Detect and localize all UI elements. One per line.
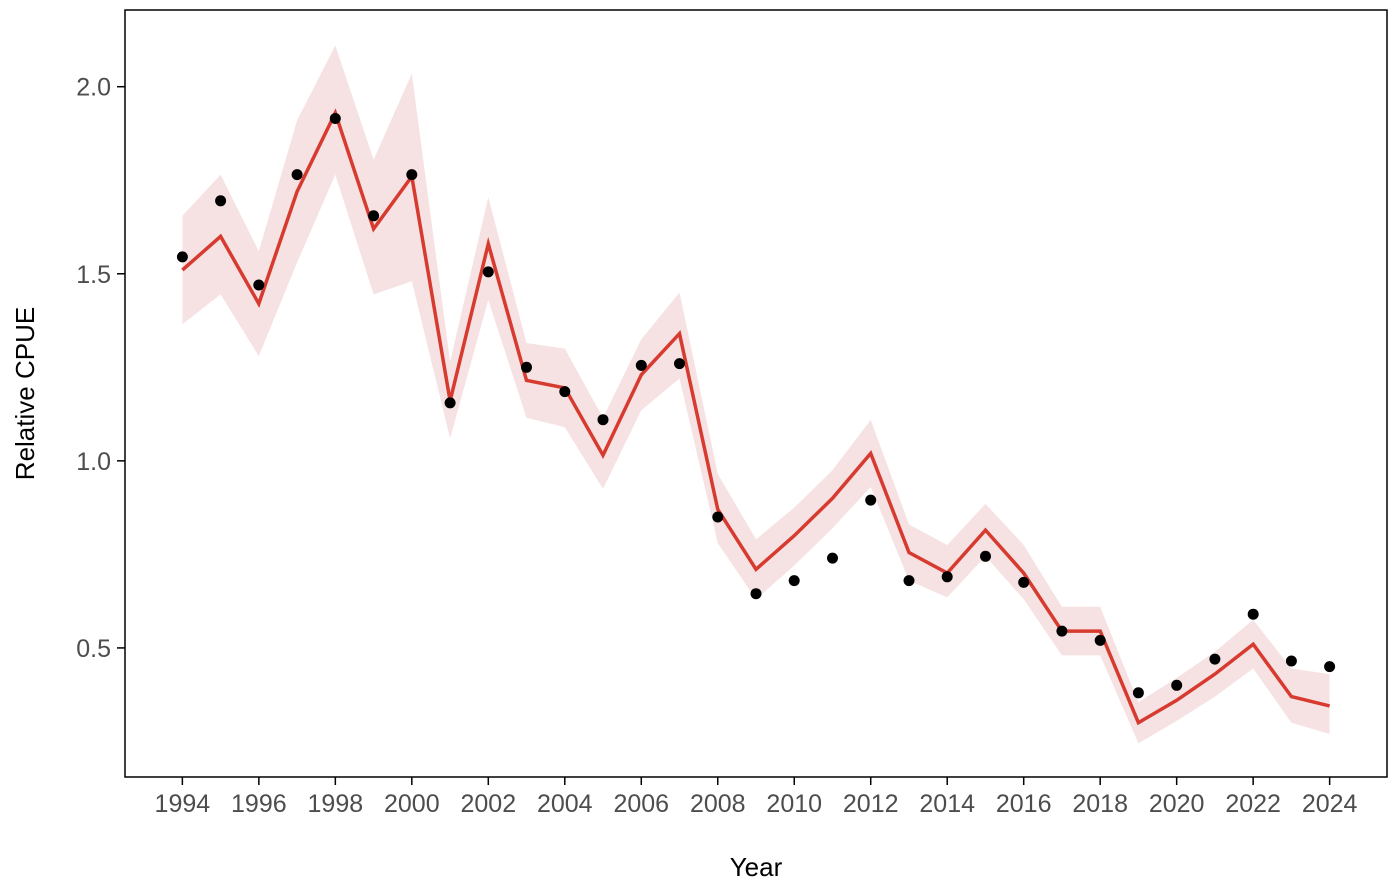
y-tick-label-0.5: 0.5	[76, 635, 111, 663]
y-tick-label-2: 2.0	[76, 74, 111, 102]
confidence-band-layer	[182, 45, 1330, 744]
fitted-line-layer	[181, 108, 1331, 726]
x-tick-label-2022: 2022	[1225, 790, 1281, 818]
x-tick-label-2016: 2016	[996, 790, 1052, 818]
observed-point-2013	[903, 575, 915, 587]
observed-point-2023	[1285, 655, 1297, 667]
observed-point-1994	[176, 251, 188, 263]
x-tick-label-1998: 1998	[308, 790, 364, 818]
observed-point-2024	[1324, 661, 1336, 673]
plot-panel-border	[124, 9, 1388, 778]
observed-point-1999	[368, 210, 380, 222]
x-tick-label-2012: 2012	[843, 790, 899, 818]
x-tick-label-2006: 2006	[613, 790, 669, 818]
observed-point-2018	[1094, 634, 1106, 646]
observed-points-layer	[176, 113, 1336, 699]
observed-point-2011	[827, 552, 838, 564]
observed-point-2007	[674, 358, 685, 370]
fitted-line	[181, 108, 1331, 726]
x-tick-label-2000: 2000	[384, 790, 440, 818]
observed-point-1998	[329, 113, 341, 124]
observed-point-2004	[559, 386, 571, 398]
observed-point-2020	[1171, 679, 1183, 691]
observed-point-2010	[788, 575, 800, 587]
observed-point-1995	[215, 195, 227, 207]
observed-point-2012	[865, 494, 877, 506]
observed-point-2002	[482, 266, 494, 278]
x-tick-label-2024: 2024	[1302, 790, 1358, 818]
y-tick-label-1.5: 1.5	[76, 261, 111, 289]
observed-point-2008	[712, 511, 724, 523]
observed-point-2014	[941, 571, 953, 583]
confidence-band	[182, 45, 1330, 744]
x-tick-label-2010: 2010	[766, 790, 822, 818]
observed-point-2022	[1247, 608, 1259, 620]
observed-point-2016	[1018, 576, 1030, 588]
x-axis-title: Year	[730, 852, 783, 882]
x-tick-label-2020: 2020	[1149, 790, 1205, 818]
observed-point-2009	[750, 588, 762, 600]
x-axis: 1994 1996 1998 2000 2002 2004 2006 2008 2010 2012…	[155, 777, 1358, 818]
observed-point-2019	[1132, 687, 1144, 699]
observed-point-2003	[521, 361, 532, 373]
observed-point-1996	[253, 279, 265, 291]
x-tick-label-2018: 2018	[1072, 790, 1128, 818]
x-tick-label-2004: 2004	[537, 790, 593, 818]
observed-point-2006	[635, 359, 647, 371]
observed-point-2015	[980, 550, 991, 562]
x-tick-label-2002: 2002	[460, 790, 516, 818]
y-axis-title: Relative CPUE	[10, 307, 40, 480]
y-tick-label-1: 1.0	[76, 448, 111, 476]
observed-point-2017	[1056, 625, 1068, 637]
observed-point-1997	[291, 169, 303, 181]
observed-point-2001	[444, 397, 456, 409]
x-tick-label-2014: 2014	[919, 790, 975, 818]
x-tick-label-2008: 2008	[690, 790, 746, 818]
y-axis: 0.5 1.0 1.5 2.0	[76, 74, 125, 663]
observed-point-2021	[1209, 653, 1221, 665]
x-tick-label-1996: 1996	[231, 790, 287, 818]
x-tick-label-1994: 1994	[155, 790, 211, 818]
observed-point-2000	[406, 169, 418, 181]
observed-point-2005	[597, 414, 609, 426]
